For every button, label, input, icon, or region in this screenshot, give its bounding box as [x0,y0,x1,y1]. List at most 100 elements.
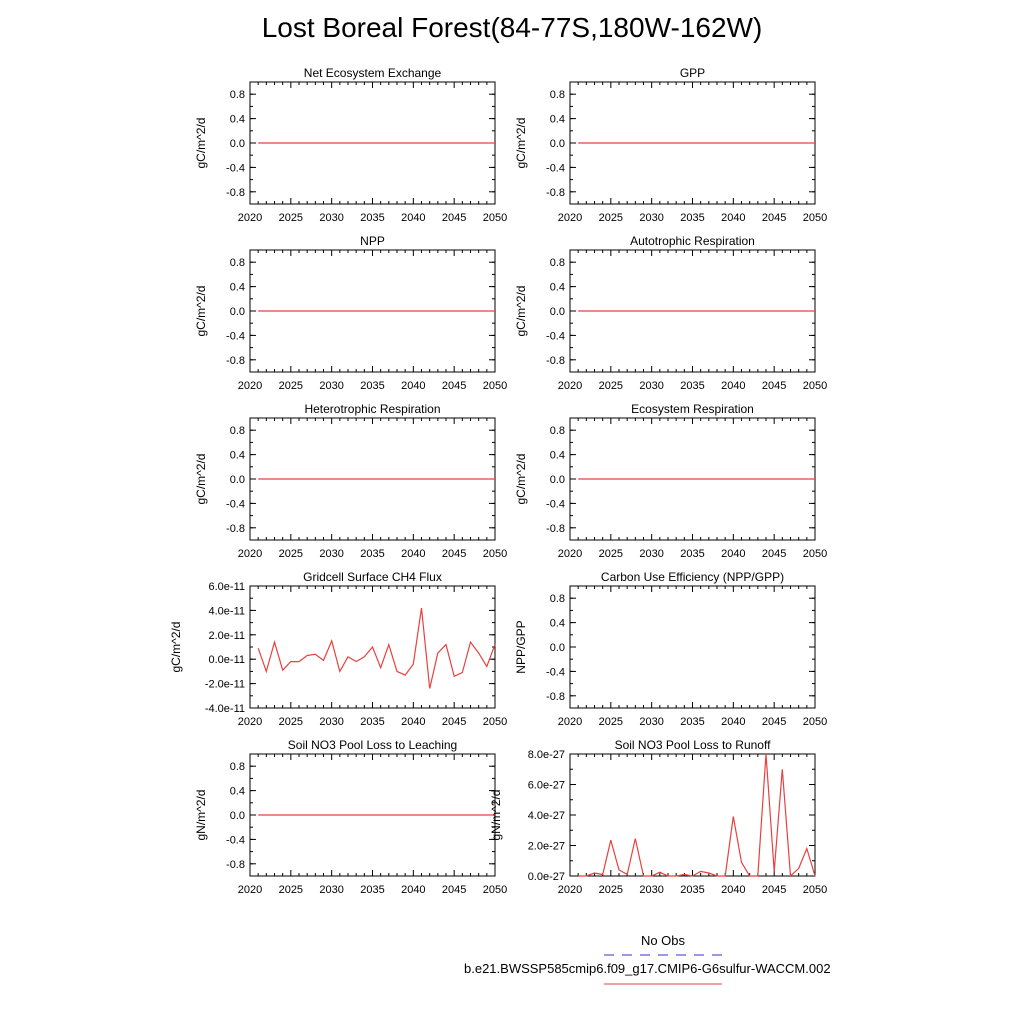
x-tick-label: 2045 [762,548,786,560]
chart-panel: Autotrophic Respiration 2020 2025 2030 2035 2… [514,234,827,392]
panel-title: Soil NO3 Pool Loss to Runoff [615,738,772,752]
series-line [578,753,816,878]
y-tick-label: 8.0e-27 [528,749,565,761]
chart-panel: Gridcell Surface CH4 Flux 2020 2025 2030 203… [169,570,507,728]
y-tick-label: 0.0 [550,642,565,654]
y-tick-label: -2.0e-11 [205,679,245,691]
panel-title: NPP [360,234,385,248]
x-tick-label: 2020 [558,884,582,896]
x-tick-label: 2020 [558,380,582,392]
y-tick-label: 0.0e-11 [209,654,246,666]
x-tick-label: 2045 [762,380,786,392]
x-tick-label: 2040 [721,884,745,896]
y-axis-label: gC/m^2/d [194,286,208,337]
y-tick-label: -0.4 [546,330,565,342]
x-tick-label: 2030 [639,380,663,392]
x-tick-label: 2025 [599,212,623,224]
x-tick-label: 2020 [238,212,262,224]
chart-panel: Ecosystem Respiration 2020 2025 2030 2035 204… [514,402,827,560]
x-tick-label: 2045 [442,212,466,224]
x-tick-label: 2050 [483,884,507,896]
x-tick-label: 2040 [721,548,745,560]
y-tick-label: 0.8 [230,425,245,437]
y-tick-label: -0.4 [226,834,245,846]
y-tick-label: 0.8 [230,761,245,773]
x-tick-label: 2035 [360,884,384,896]
x-tick-label: 2025 [279,380,303,392]
x-tick-label: 2045 [442,380,466,392]
y-tick-label: 4.0e-27 [528,810,565,822]
x-tick-label: 2030 [319,212,343,224]
y-tick-label: 0.4 [550,282,565,294]
y-tick-label: -0.4 [546,498,565,510]
panel-title: Soil NO3 Pool Loss to Leaching [288,738,457,752]
y-tick-label: 0.4 [230,786,245,798]
x-tick-label: 2040 [401,548,425,560]
x-tick-label: 2035 [360,380,384,392]
x-tick-label: 2040 [401,716,425,728]
y-tick-label: -0.4 [546,162,565,174]
x-tick-label: 2040 [401,212,425,224]
x-tick-label: 2020 [238,716,262,728]
x-tick-label: 2035 [680,716,704,728]
panel-title: Gridcell Surface CH4 Flux [303,570,442,584]
x-tick-label: 2050 [483,380,507,392]
x-tick-label: 2045 [762,884,786,896]
x-tick-label: 2020 [558,716,582,728]
x-tick-label: 2020 [238,380,262,392]
y-tick-label: -0.8 [226,523,245,535]
y-tick-label: -0.4 [546,666,565,678]
y-tick-label: -0.4 [226,498,245,510]
y-tick-label: 0.4 [550,618,565,630]
y-tick-label: 0.0 [550,306,565,318]
x-tick-label: 2030 [639,884,663,896]
x-tick-label: 2050 [483,548,507,560]
y-axis-label: gC/m^2/d [194,118,208,169]
y-tick-label: 2.0e-27 [528,841,565,853]
y-tick-label: 0.0 [230,474,245,486]
y-tick-label: 0.8 [550,257,565,269]
y-tick-label: 0.8 [550,593,565,605]
x-tick-label: 2050 [803,380,827,392]
y-tick-label: 4.0e-11 [209,605,246,617]
x-tick-label: 2040 [401,380,425,392]
y-tick-label: 0.0 [230,138,245,150]
y-tick-label: 0.4 [230,450,245,462]
x-tick-label: 2050 [803,548,827,560]
x-tick-label: 2025 [599,716,623,728]
y-axis-label: gC/m^2/d [194,454,208,505]
y-tick-label: 0.8 [550,89,565,101]
x-tick-label: 2045 [442,548,466,560]
x-tick-label: 2035 [680,212,704,224]
chart-panel: NPP 2020 2025 2030 2035 2040 2045 2050 -0.8 -0.4 0… [194,234,507,392]
y-tick-label: -0.8 [226,355,245,367]
x-tick-label: 2025 [279,212,303,224]
plot-frame [569,585,816,709]
x-tick-label: 2050 [803,716,827,728]
y-tick-label: 0.8 [550,425,565,437]
x-tick-label: 2050 [483,716,507,728]
y-axis-label: gC/m^2/d [514,454,528,505]
panel-title: Heterotrophic Respiration [304,402,440,416]
x-tick-label: 2030 [639,548,663,560]
x-tick-label: 2035 [360,212,384,224]
y-axis-label: NPP/GPP [514,620,528,673]
x-tick-label: 2025 [599,884,623,896]
panel-title: Net Ecosystem Exchange [304,66,442,80]
chart-panel: Soil NO3 Pool Loss to Leaching 2020 2025 20… [194,738,507,896]
x-tick-label: 2045 [762,716,786,728]
panel-title: Autotrophic Respiration [630,234,755,248]
y-tick-label: -0.8 [546,355,565,367]
y-tick-label: -0.8 [226,859,245,871]
y-tick-label: 0.0 [550,138,565,150]
x-tick-label: 2020 [558,548,582,560]
legend-model-run-label: b.e21.BWSSP585cmip6.f09_g17.CMIP6-G6sulf… [464,961,831,976]
y-tick-label: -4.0e-11 [205,703,245,715]
y-tick-label: 0.8 [230,89,245,101]
x-tick-label: 2020 [238,548,262,560]
x-tick-label: 2030 [319,884,343,896]
x-tick-label: 2025 [279,716,303,728]
chart-panel: Net Ecosystem Exchange 2020 2025 2030 2035 20… [194,66,507,224]
y-tick-label: -0.4 [226,162,245,174]
